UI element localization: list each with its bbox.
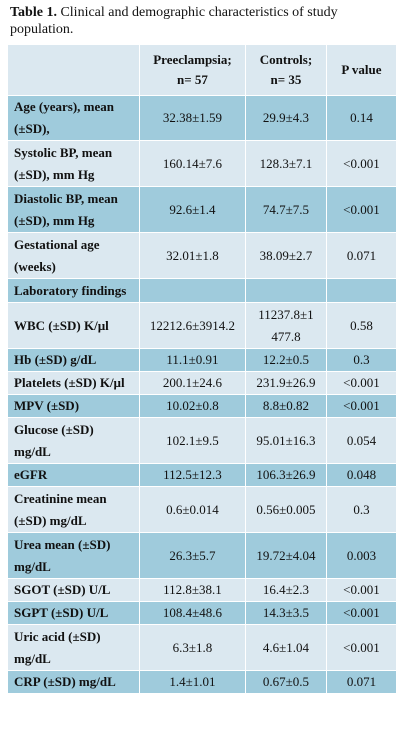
preeclampsia-value: 11.1±0.91 bbox=[138, 348, 247, 372]
row-label: SGPT (±SD) U/L bbox=[7, 601, 140, 625]
controls-value: 14.3±3.5 bbox=[245, 601, 327, 625]
p-value: 0.054 bbox=[325, 417, 398, 464]
controls-value bbox=[245, 278, 327, 303]
p-value: <0.001 bbox=[325, 624, 398, 671]
row-label: Diastolic BP, mean (±SD), mm Hg bbox=[7, 186, 140, 233]
row-label: CRP (±SD) mg/dL bbox=[7, 670, 140, 694]
controls-value: 8.8±0.82 bbox=[245, 394, 327, 418]
p-value: <0.001 bbox=[325, 394, 398, 418]
preeclampsia-value bbox=[138, 278, 247, 303]
p-value: <0.001 bbox=[325, 186, 398, 233]
row-label: Platelets (±SD) K/µl bbox=[7, 371, 140, 395]
preeclampsia-value: 32.38±1.59 bbox=[138, 95, 247, 141]
row-label: Gestational age (weeks) bbox=[7, 232, 140, 279]
p-value: <0.001 bbox=[325, 601, 398, 625]
table-row: Hb (±SD) g/dL 11.1±0.91 12.2±0.5 0.3 bbox=[7, 348, 398, 372]
controls-value: 16.4±2.3 bbox=[245, 578, 327, 602]
row-label: Glucose (±SD) mg/dL bbox=[7, 417, 140, 464]
row-label: MPV (±SD) bbox=[7, 394, 140, 418]
row-label: Laboratory findings bbox=[7, 278, 140, 303]
header-controls-text: Controls; n= 35 bbox=[259, 52, 313, 87]
header-cell-empty bbox=[7, 44, 140, 96]
preeclampsia-value: 1.4±1.01 bbox=[138, 670, 247, 694]
preeclampsia-value: 6.3±1.8 bbox=[138, 624, 247, 671]
p-value: 0.071 bbox=[325, 232, 398, 279]
table-row: Urea mean (±SD) mg/dL 26.3±5.7 19.72±4.04 0… bbox=[7, 532, 398, 579]
characteristics-table: Preeclampsia; n= 57 Controls; n= 35 P va… bbox=[7, 44, 398, 694]
preeclampsia-value: 112.5±12.3 bbox=[138, 463, 247, 487]
controls-value: 231.9±26.9 bbox=[245, 371, 327, 395]
preeclampsia-value: 32.01±1.8 bbox=[138, 232, 247, 279]
preeclampsia-value: 26.3±5.7 bbox=[138, 532, 247, 579]
row-label: Systolic BP, mean (±SD), mm Hg bbox=[7, 140, 140, 187]
table-row: Laboratory findings bbox=[7, 278, 398, 303]
controls-value: 74.7±7.5 bbox=[245, 186, 327, 233]
table-row: SGPT (±SD) U/L 108.4±48.6 14.3±3.5 <0.001 bbox=[7, 601, 398, 625]
controls-value: 11237.8±1 477.8 bbox=[245, 302, 327, 349]
row-label: eGFR bbox=[7, 463, 140, 487]
controls-value: 106.3±26.9 bbox=[245, 463, 327, 487]
row-label: Uric acid (±SD) mg/dL bbox=[7, 624, 140, 671]
controls-value: 4.6±1.04 bbox=[245, 624, 327, 671]
table-row: WBC (±SD) K/µl 12212.6±3914.2 11237.8±1 47… bbox=[7, 302, 398, 349]
p-value bbox=[325, 278, 398, 303]
table-row: Creatinine mean (±SD) mg/dL 0.6±0.014 0.56… bbox=[7, 486, 398, 533]
table-row: Systolic BP, mean (±SD), mm Hg 160.14±7.6… bbox=[7, 140, 398, 187]
preeclampsia-value: 200.1±24.6 bbox=[138, 371, 247, 395]
p-value: 0.3 bbox=[325, 348, 398, 372]
header-cell-controls: Controls; n= 35 bbox=[245, 44, 327, 96]
table-row: Gestational age (weeks) 32.01±1.8 38.09±2.… bbox=[7, 232, 398, 279]
p-value: 0.071 bbox=[325, 670, 398, 694]
table-row: Glucose (±SD) mg/dL 102.1±9.5 95.01±16.3 0.… bbox=[7, 417, 398, 464]
controls-value: 95.01±16.3 bbox=[245, 417, 327, 464]
p-value: 0.14 bbox=[325, 95, 398, 141]
controls-value: 0.67±0.5 bbox=[245, 670, 327, 694]
p-value: 0.3 bbox=[325, 486, 398, 533]
p-value: 0.048 bbox=[325, 463, 398, 487]
row-label: Hb (±SD) g/dL bbox=[7, 348, 140, 372]
table-row: Diastolic BP, mean (±SD), mm Hg 92.6±1.4 7… bbox=[7, 186, 398, 233]
controls-value: 29.9±4.3 bbox=[245, 95, 327, 141]
controls-value: 12.2±0.5 bbox=[245, 348, 327, 372]
table-row: eGFR 112.5±12.3 106.3±26.9 0.048 bbox=[7, 463, 398, 487]
p-value: <0.001 bbox=[325, 578, 398, 602]
preeclampsia-value: 102.1±9.5 bbox=[138, 417, 247, 464]
table-row: Platelets (±SD) K/µl 200.1±24.6 231.9±26.9… bbox=[7, 371, 398, 395]
row-label: Creatinine mean (±SD) mg/dL bbox=[7, 486, 140, 533]
preeclampsia-value: 0.6±0.014 bbox=[138, 486, 247, 533]
header-cell-p-value: P value bbox=[325, 44, 398, 96]
preeclampsia-value: 108.4±48.6 bbox=[138, 601, 247, 625]
preeclampsia-value: 92.6±1.4 bbox=[138, 186, 247, 233]
table-header-row: Preeclampsia; n= 57 Controls; n= 35 P va… bbox=[7, 44, 398, 96]
header-cell-preeclampsia: Preeclampsia; n= 57 bbox=[138, 44, 247, 96]
p-value: <0.001 bbox=[325, 140, 398, 187]
table-caption-text: Clinical and demographic characteristics… bbox=[10, 5, 338, 37]
table-row: CRP (±SD) mg/dL 1.4±1.01 0.67±0.5 0.071 bbox=[7, 670, 398, 694]
row-label: Urea mean (±SD) mg/dL bbox=[7, 532, 140, 579]
table-row: SGOT (±SD) U/L 112.8±38.1 16.4±2.3 <0.001 bbox=[7, 578, 398, 602]
controls-value: 128.3±7.1 bbox=[245, 140, 327, 187]
controls-value: 0.56±0.005 bbox=[245, 486, 327, 533]
table-caption: Table 1. Clinical and demographic charac… bbox=[10, 4, 402, 38]
controls-value: 19.72±4.04 bbox=[245, 532, 327, 579]
preeclampsia-value: 12212.6±3914.2 bbox=[138, 302, 247, 349]
preeclampsia-value: 10.02±0.8 bbox=[138, 394, 247, 418]
row-label: SGOT (±SD) U/L bbox=[7, 578, 140, 602]
row-label: WBC (±SD) K/µl bbox=[7, 302, 140, 349]
preeclampsia-value: 112.8±38.1 bbox=[138, 578, 247, 602]
header-preeclampsia-text: Preeclampsia; n= 57 bbox=[153, 52, 232, 87]
table-row: Uric acid (±SD) mg/dL 6.3±1.8 4.6±1.04 <0.0… bbox=[7, 624, 398, 671]
table-row: Age (years), mean (±SD), 32.38±1.59 29.9±4… bbox=[7, 95, 398, 141]
table-caption-label: Table 1. bbox=[10, 5, 57, 20]
table-body: Age (years), mean (±SD), 32.38±1.59 29.9±4… bbox=[7, 95, 398, 694]
p-value: 0.58 bbox=[325, 302, 398, 349]
preeclampsia-value: 160.14±7.6 bbox=[138, 140, 247, 187]
row-label: Age (years), mean (±SD), bbox=[7, 95, 140, 141]
controls-value: 38.09±2.7 bbox=[245, 232, 327, 279]
p-value: 0.003 bbox=[325, 532, 398, 579]
table-row: MPV (±SD) 10.02±0.8 8.8±0.82 <0.001 bbox=[7, 394, 398, 418]
p-value: <0.001 bbox=[325, 371, 398, 395]
